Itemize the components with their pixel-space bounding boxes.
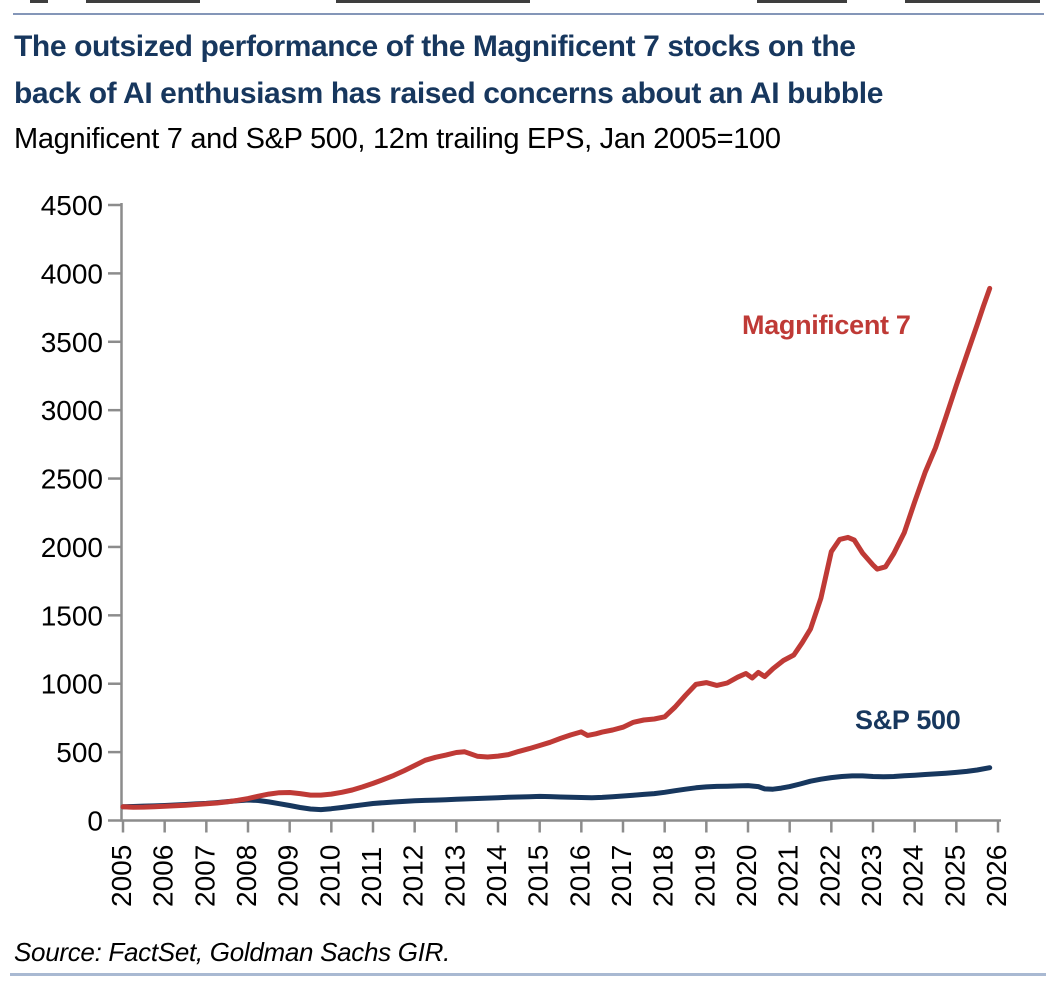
- x-tick-label: 2013: [439, 845, 470, 907]
- x-tick-label: 2008: [231, 845, 262, 907]
- x-tick-label: 2025: [939, 845, 970, 907]
- x-tick-label: 2005: [106, 845, 137, 907]
- y-tick-label: 3500: [41, 327, 103, 358]
- y-tick-label: 2500: [41, 464, 103, 495]
- x-tick-label: 2009: [273, 845, 304, 907]
- x-tick-label: 2012: [398, 845, 429, 907]
- y-tick-label: 3000: [41, 395, 103, 426]
- x-tick-label: 2018: [648, 845, 679, 907]
- cropped-text-artifact: [336, 0, 530, 3]
- bottom-divider-line: [10, 973, 1046, 976]
- x-tick-label: 2010: [314, 845, 345, 907]
- magnificent7-line: [120, 285, 993, 810]
- y-tick-label: 4000: [41, 258, 103, 289]
- chart-title-line2: back of AI enthusiasm has raised concern…: [14, 77, 883, 110]
- y-tick-label: 2000: [41, 532, 103, 563]
- cropped-text-artifact: [905, 0, 1040, 3]
- x-tick-label: 2011: [356, 847, 387, 907]
- cropped-text-artifact: [757, 0, 847, 3]
- x-tick-label: 2020: [731, 845, 762, 907]
- top-divider-line: [13, 13, 1044, 15]
- y-tick-label: 500: [56, 737, 103, 768]
- source-note: Source: FactSet, Goldman Sachs GIR.: [14, 937, 451, 967]
- chart-title-line1: The outsized performance of the Magnific…: [14, 30, 856, 63]
- x-tick-label: 2021: [773, 845, 804, 907]
- x-tick-label: 2022: [814, 845, 845, 907]
- sp500-label: S&P 500: [855, 705, 960, 735]
- chart-title: The outsized performance of the Magnific…: [14, 23, 1044, 117]
- x-tick-label: 2019: [689, 845, 720, 907]
- y-tick-label: 4500: [41, 190, 103, 221]
- y-tick-label: 0: [87, 806, 103, 837]
- y-tick-label: 1000: [41, 669, 103, 700]
- cropped-text-artifact: [86, 0, 200, 3]
- x-tick-label: 2007: [189, 845, 220, 907]
- x-tick-label: 2017: [606, 845, 637, 907]
- x-tick-label: 2015: [523, 845, 554, 907]
- cropped-text-artifact: [30, 0, 48, 3]
- sp500-line: [120, 765, 993, 813]
- x-tick-label: 2023: [856, 845, 887, 907]
- x-tick-label: 2026: [981, 845, 1012, 907]
- x-tick-label: 2024: [898, 845, 929, 907]
- magnificent7-label: Magnificent 7: [742, 310, 911, 340]
- chart-subtitle: Magnificent 7 and S&P 500, 12m trailing …: [14, 123, 781, 155]
- x-tick-label: 2016: [564, 845, 595, 907]
- y-tick-label: 1500: [41, 600, 103, 631]
- x-tick-label: 2006: [148, 845, 179, 907]
- x-tick-label: 2014: [481, 845, 512, 907]
